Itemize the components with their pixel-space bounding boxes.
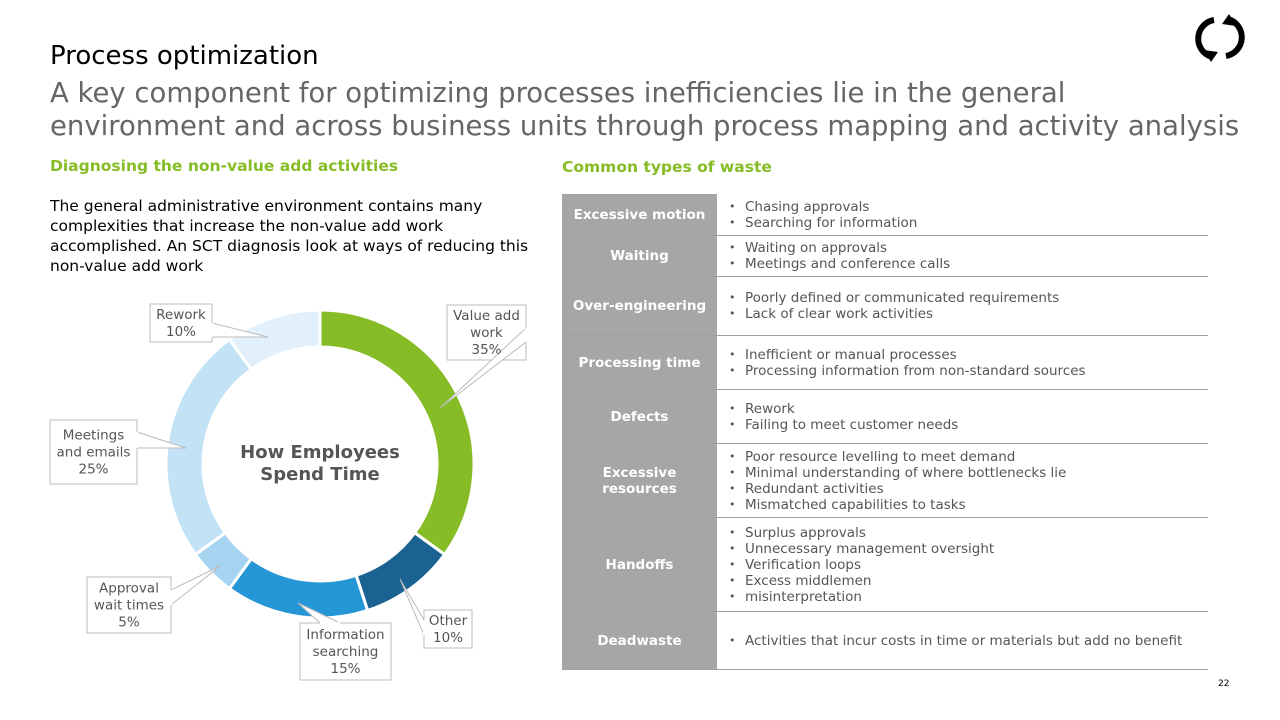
waste-item: Inefficient or manual processes [729,347,1086,363]
chart-center-title: Spend Time [260,464,379,485]
waste-item: Verification loops [729,557,994,573]
donut-slice [227,308,322,372]
waste-row: HandoffsSurplus approvalsUnnecessary man… [562,518,1208,612]
waste-row: WaitingWaiting on approvalsMeetings and … [562,236,1208,277]
callout-label: work [470,325,503,341]
waste-item: Poorly defined or communicated requireme… [729,290,1059,306]
waste-item: Excess middlemen [729,573,994,589]
page-title: Process optimization [50,41,319,71]
callout-label: Other [429,613,468,629]
waste-item: Processing information from non-standard… [729,363,1086,379]
callout-label: and emails [57,445,131,461]
waste-item-list: Poorly defined or communicated requireme… [717,277,1059,335]
waste-type-label: Handoffs [562,518,717,611]
waste-item: Failing to meet customer needs [729,417,958,433]
waste-item-list: Activities that incur costs in time or m… [717,612,1182,669]
callout-label: Value add [453,308,520,324]
callout-label: 25% [78,462,108,478]
waste-item-list: Chasing approvalsSearching for informati… [717,194,917,235]
waste-type-label: Excessive motion [562,194,717,235]
waste-item-list: ReworkFailing to meet customer needs [717,390,958,443]
waste-item-list: Waiting on approvalsMeetings and confere… [717,236,950,276]
waste-item: Meetings and conference calls [729,256,950,272]
callout-label: Information [306,627,384,643]
waste-item: Mismatched capabilities to tasks [729,497,1066,513]
waste-row: Over-engineering Poorly defined or commun… [562,277,1208,336]
waste-type-label: Processing time [562,336,717,389]
callout-label: 35% [471,342,501,358]
waste-item-list: Surplus approvalsUnnecessary management … [717,518,994,611]
callout-label: wait times [94,598,164,614]
callout-label: searching [313,644,379,660]
waste-item: misinterpretation [729,589,994,605]
waste-type-label: Excessive resources [562,444,717,517]
waste-item: Waiting on approvals [729,240,950,256]
waste-item: Poor resource levelling to meet demand [729,449,1066,465]
callout-label: Approval [99,581,159,597]
waste-item: Chasing approvals [729,199,917,215]
waste-type-label: Deadwaste [562,612,717,669]
waste-item: Surplus approvals [729,525,994,541]
waste-item: Searching for information [729,215,917,231]
waste-table: Excessive motionChasing approvalsSearchi… [562,194,1208,670]
waste-row: Processing timeInefficient or manual pro… [562,336,1208,390]
waste-item: Unnecessary management oversight [729,541,994,557]
intro-text: The general administrative environment c… [50,197,529,275]
waste-type-label: Waiting [562,236,717,276]
chart-center-title: How Employees [240,442,400,463]
callout-label: Meetings [63,428,124,444]
callout-label: 10% [433,630,463,646]
waste-row: Excessive motionChasing approvalsSearchi… [562,194,1208,236]
waste-type-label: Defects [562,390,717,443]
donut-chart: Value addwork35%Other10%Informationsearc… [49,303,527,681]
waste-row: Excessive resourcesPoor resource levelli… [562,444,1208,518]
waste-item-list: Inefficient or manual processesProcessin… [717,336,1086,389]
page-number: 22 [1218,679,1230,689]
waste-item-list: Poor resource levelling to meet demandMi… [717,444,1066,517]
waste-item: Lack of clear work activities [729,306,1059,322]
donut-slice [227,556,370,620]
waste-row: Deadwaste Activities that incur costs in … [562,612,1208,670]
page-subtitle: A key component for optimizing processes… [50,77,1240,142]
left-section-heading: Diagnosing the non-value add activities [50,157,399,175]
right-section-heading: Common types of waste [562,158,772,176]
waste-item: Rework [729,401,958,417]
callout-label: 10% [166,324,196,340]
waste-item: Minimal understanding of where bottlenec… [729,465,1066,481]
refresh-logo-icon [1195,14,1245,62]
waste-item: Redundant activities [729,481,1066,497]
callout-label: Rework [156,307,206,323]
waste-item: Activities that incur costs in time or m… [729,633,1182,649]
callout-label: 5% [118,615,140,631]
donut-slice [354,530,447,613]
callout-label: 15% [330,661,360,677]
waste-type-label: Over-engineering [562,277,717,335]
waste-row: DefectsReworkFailing to meet customer ne… [562,390,1208,444]
